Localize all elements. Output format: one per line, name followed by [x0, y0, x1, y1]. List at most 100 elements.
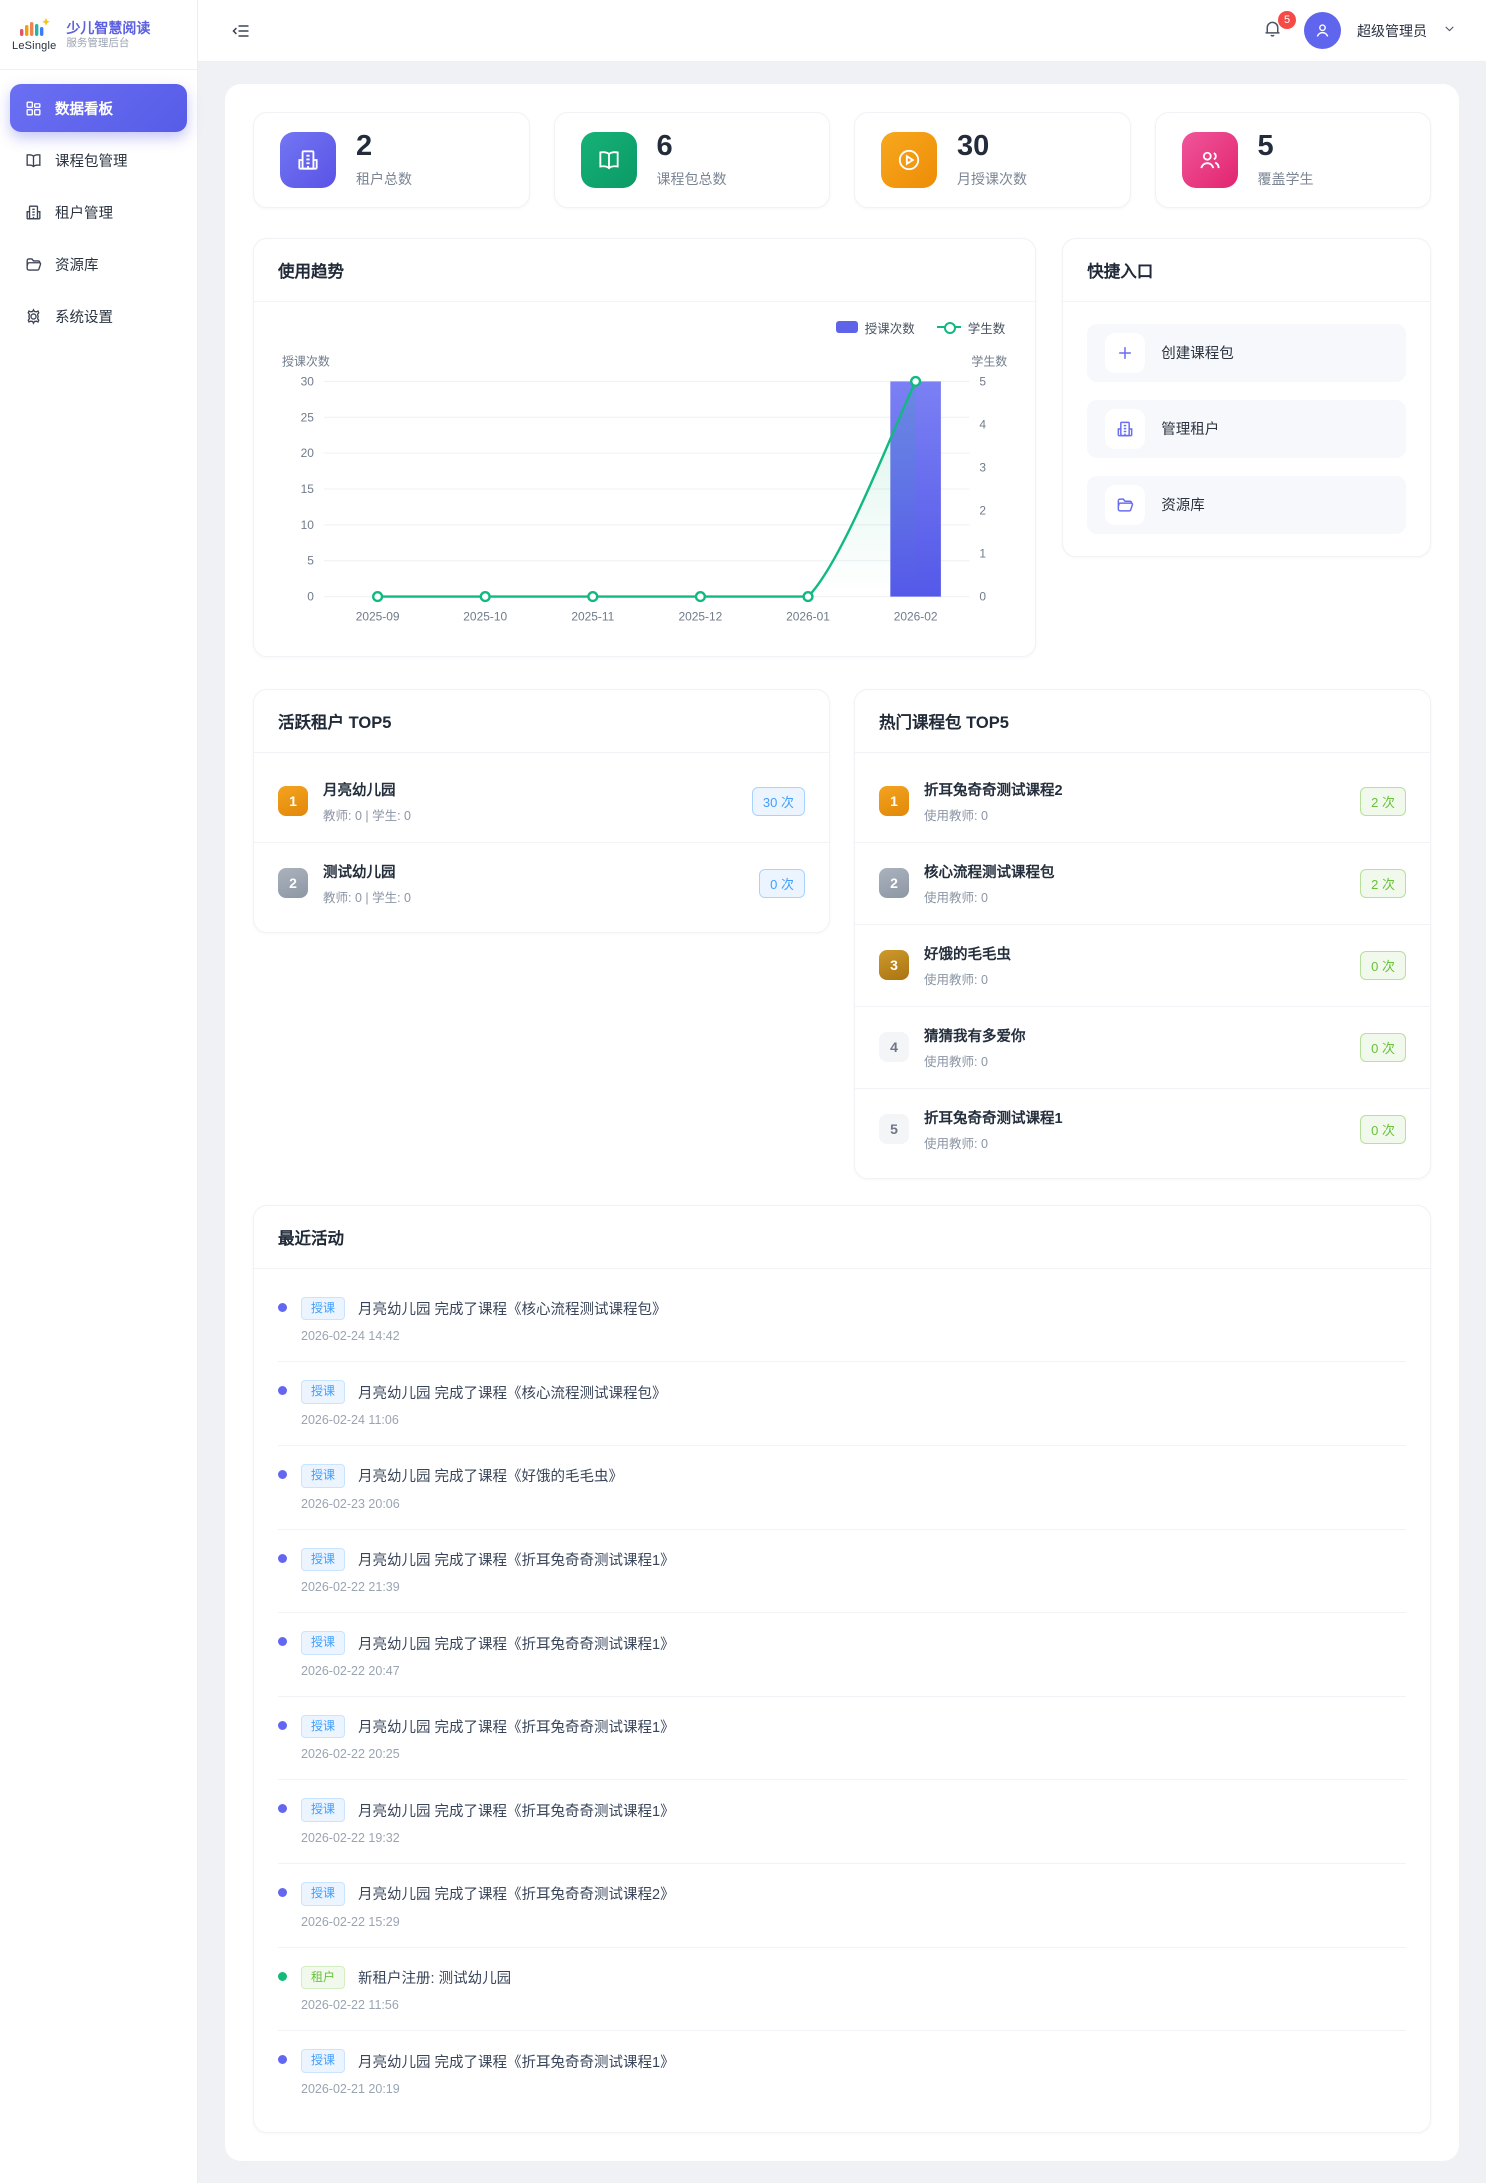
course-count-badge: 0 次 [1360, 1114, 1406, 1144]
activity-item: 租户 新租户注册: 测试幼儿园 2026-02-22 11:56 [278, 1946, 1406, 2031]
activity-text: 月亮幼儿园 完成了课程《折耳兔奇奇测试课程1》 [358, 1720, 675, 1737]
stat-card-monthly-sessions: 30 月授课次数 [854, 112, 1131, 208]
rank-badge: 4 [879, 1032, 909, 1063]
svg-text:1: 1 [979, 546, 986, 560]
activity-type-badge: 授课 [301, 2049, 346, 2073]
sidebar-nav: 数据看板 课程包管理 租户管理 资源库 系统设置 [0, 70, 197, 358]
course-name: 核心流程测试课程包 [924, 864, 1055, 881]
legend-item-students[interactable]: 学生数 [936, 318, 1006, 337]
active-tenants-title: 活跃租户 TOP5 [254, 690, 829, 753]
tenant-rank-row: 1 月亮幼儿园 教师: 0 | 学生: 0 30 次 [254, 761, 829, 842]
sidebar-item-label: 课程包管理 [55, 153, 128, 170]
activity-time: 2026-02-22 20:25 [301, 1747, 400, 1762]
sidebar-item-dashboard[interactable]: 数据看板 [10, 84, 187, 132]
svg-text:0: 0 [307, 589, 314, 603]
quick-item-label: 创建课程包 [1161, 346, 1234, 363]
play-circle-icon [881, 131, 937, 188]
chart-legend: 授课次数 学生数 [254, 302, 1035, 337]
svg-text:2025-10: 2025-10 [463, 609, 507, 623]
activity-item: 授课 月亮幼儿园 完成了课程《核心流程测试课程包》 2026-02-24 14:… [278, 1279, 1406, 1362]
activity-dot [278, 1971, 287, 1981]
gear-icon [27, 307, 40, 325]
notification-bell[interactable]: 5 [1262, 10, 1296, 44]
menu-fold-icon [232, 24, 249, 37]
course-rank-row: 1 折耳兔奇奇测试课程2 使用教师: 0 2 次 [855, 761, 1430, 842]
activity-item: 授课 月亮幼儿园 完成了课程《折耳兔奇奇测试课程2》 2026-02-22 15… [278, 1863, 1406, 1947]
course-count-badge: 2 次 [1360, 868, 1406, 898]
activity-type-badge: 授课 [301, 1380, 346, 1405]
stat-label: 覆盖学生 [1257, 170, 1314, 187]
activity-time: 2026-02-22 15:29 [301, 1914, 400, 1929]
active-tenants-card: 活跃租户 TOP5 1 月亮幼儿园 教师: 0 | 学生: 0 30 次 2 [253, 688, 830, 933]
course-rank-row: 2 核心流程测试课程包 使用教师: 0 2 次 [855, 841, 1430, 924]
course-count-badge: 0 次 [1360, 950, 1406, 980]
activity-time: 2026-02-22 20:47 [301, 1663, 400, 1678]
building-icon [1105, 408, 1146, 449]
sidebar-item-resources[interactable]: 资源库 [10, 240, 187, 288]
notification-badge: 5 [1278, 10, 1296, 29]
sidebar-item-label: 系统设置 [55, 309, 113, 326]
course-meta: 使用教师: 0 [924, 972, 988, 987]
course-meta: 使用教师: 0 [924, 1054, 988, 1069]
quick-entry-title: 快捷入口 [1063, 239, 1430, 302]
activity-time: 2026-02-21 20:19 [301, 2081, 400, 2096]
course-meta: 使用教师: 0 [924, 1136, 988, 1151]
course-rank-row: 4 猜猜我有多爱你 使用教师: 0 0 次 [855, 1005, 1430, 1088]
dashboard-grid-icon [26, 100, 41, 116]
brand-subtitle: 服务管理后台 [66, 36, 130, 49]
recent-activity-card: 最近活动 授课 月亮幼儿园 完成了课程《核心流程测试课程包》 2026-02-2… [253, 1204, 1431, 2133]
stat-card-tenants: 2 租户总数 [253, 112, 530, 208]
course-name: 猜猜我有多爱你 [924, 1028, 1026, 1045]
usage-trend-title: 使用趋势 [254, 239, 1036, 302]
svg-text:授课次数: 授课次数 [282, 353, 330, 368]
activity-type-badge: 授课 [301, 1882, 346, 1906]
quick-item-manage-tenants[interactable]: 管理租户 [1087, 399, 1406, 458]
activity-text: 月亮幼儿园 完成了课程《好饿的毛毛虫》 [358, 1469, 624, 1486]
svg-text:学生数: 学生数 [971, 353, 1007, 368]
activity-dot [278, 1553, 287, 1563]
bell-icon [1265, 21, 1280, 37]
content-panel: 2 租户总数 6 课程包总数 [225, 84, 1459, 2161]
activity-type-badge: 授课 [301, 1631, 346, 1655]
legend-label: 授课次数 [864, 321, 915, 336]
activity-time: 2026-02-24 11:06 [301, 1413, 399, 1428]
user-name[interactable]: 超级管理员 [1357, 22, 1427, 39]
activity-dot [278, 1470, 287, 1480]
hot-courses-card: 热门课程包 TOP5 1 折耳兔奇奇测试课程2 使用教师: 0 2 次 2 [854, 688, 1431, 1179]
svg-text:3: 3 [979, 460, 986, 474]
svg-text:10: 10 [301, 518, 315, 532]
activity-dot [278, 1637, 287, 1647]
activity-text: 月亮幼儿园 完成了课程《折耳兔奇奇测试课程2》 [358, 1887, 675, 1904]
legend-item-sessions[interactable]: 授课次数 [835, 318, 915, 337]
activity-type-badge: 授课 [301, 1296, 346, 1321]
stat-card-covered-students: 5 覆盖学生 [1154, 112, 1431, 208]
quick-item-create-package[interactable]: 创建课程包 [1087, 323, 1406, 382]
sidebar-item-tenants[interactable]: 租户管理 [10, 188, 187, 236]
course-rank-row: 3 好饿的毛毛虫 使用教师: 0 0 次 [855, 923, 1430, 1006]
sidebar-item-course-packages[interactable]: 课程包管理 [10, 136, 187, 184]
activity-dot [278, 1720, 287, 1730]
sidebar-collapse-button[interactable] [228, 18, 254, 44]
quick-item-resources[interactable]: 资源库 [1087, 475, 1406, 534]
svg-text:2025-12: 2025-12 [679, 609, 723, 623]
book-icon [580, 131, 637, 188]
rank-badge: 2 [278, 868, 308, 899]
quick-entry-card: 快捷入口 创建课程包 管理租户 [1062, 237, 1431, 557]
avatar[interactable] [1304, 12, 1341, 49]
logo-bars-icon: LeSingle [12, 17, 56, 52]
building-icon [26, 204, 41, 220]
svg-text:2025-11: 2025-11 [571, 609, 614, 623]
stat-label: 租户总数 [356, 170, 412, 187]
sidebar: LeSingle 少儿智慧阅读 服务管理后台 数据看板 课程包管理 租户管理 [0, 0, 198, 2183]
stat-value: 5 [1257, 130, 1274, 162]
svg-text:2026-01: 2026-01 [786, 609, 830, 623]
svg-text:2: 2 [979, 503, 986, 517]
user-menu-chevron[interactable] [1443, 22, 1456, 40]
logo-wordmark: LeSingle [12, 40, 57, 52]
stat-value: 2 [356, 130, 373, 162]
sidebar-item-settings[interactable]: 系统设置 [10, 292, 187, 340]
tenant-meta: 教师: 0 | 学生: 0 [323, 890, 411, 905]
activity-dot [278, 1804, 287, 1814]
legend-label: 学生数 [967, 321, 1006, 336]
course-count-badge: 2 次 [1360, 786, 1406, 816]
